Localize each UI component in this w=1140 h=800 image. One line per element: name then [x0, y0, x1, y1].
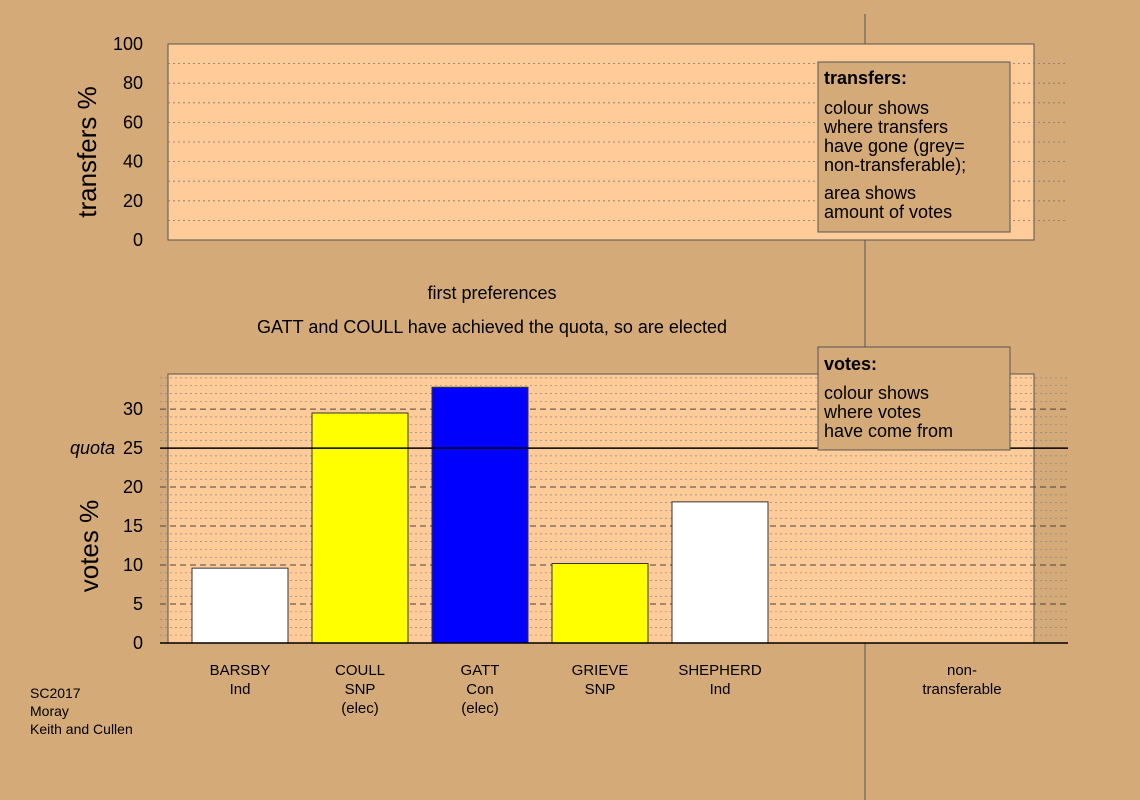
votes-legend-line: colour shows — [824, 383, 929, 403]
votes-panel: 0 5 10 15 20 25 30 quota votes % BARSBY Ind COUL… — [70, 346, 1068, 717]
transfers-legend-line: colour shows — [824, 98, 929, 118]
transfers-legend-heading: transfers: — [824, 68, 907, 88]
quota-label: quota — [70, 438, 115, 458]
votes-y-tick-label: 10 — [123, 555, 143, 575]
transfers-legend-line: area shows — [824, 183, 916, 203]
transfers-legend-line: non-transferable); — [824, 155, 966, 175]
votes-legend: votes: colour shows where votes have com… — [817, 346, 1011, 451]
corner-info-line: SC2017 — [30, 685, 81, 701]
votes-y-axis-label: votes % — [74, 500, 104, 593]
candidate-label: (elec) — [341, 700, 379, 717]
votes-y-ticks: 0 5 10 15 20 25 30 — [123, 399, 143, 653]
candidate-label: (elec) — [461, 700, 499, 717]
candidate-label: Ind — [230, 681, 251, 698]
candidate-label: Ind — [710, 681, 731, 698]
transfers-y-tick-label: 100 — [113, 34, 143, 54]
candidate-label: SNP — [585, 681, 616, 698]
votes-y-tick-label: 15 — [123, 516, 143, 536]
candidate-label: SHEPHERD — [678, 662, 762, 679]
stage-caption: first preferences — [427, 283, 556, 303]
candidate-label: BARSBY — [210, 662, 271, 679]
vote-bar-shepherd — [671, 501, 769, 644]
nontransferable-label: transferable — [922, 681, 1001, 698]
votes-bars — [191, 386, 769, 644]
votes-y-tick-label: 0 — [133, 633, 143, 653]
vote-bar-grieve — [551, 562, 649, 644]
transfers-panel: 0 20 40 60 80 100 transfers % transfers: colo… — [72, 34, 1068, 250]
nontransferable-label: non- — [947, 662, 977, 679]
transfers-y-tick-label: 40 — [123, 152, 143, 172]
transfers-y-tick-label: 60 — [123, 112, 143, 132]
vote-bar-coull — [311, 412, 409, 644]
votes-legend-line: have come from — [824, 421, 953, 441]
candidate-label: Con — [466, 681, 494, 698]
corner-info-line: Keith and Cullen — [30, 721, 133, 737]
transfers-legend-line: have gone (grey= — [824, 136, 965, 156]
vote-bar-barsby — [191, 567, 289, 644]
transfers-y-tick-label: 80 — [123, 73, 143, 93]
transfers-legend-line: where transfers — [823, 117, 948, 137]
transfers-legend: transfers: colour shows where transfers … — [817, 61, 1011, 233]
candidate-labels: BARSBY Ind COULL SNP (elec) GATT Con (elec) GRIE… — [210, 662, 762, 717]
candidate-label: COULL — [335, 662, 385, 679]
corner-info-line: Moray — [30, 703, 69, 719]
vote-bar-gatt — [431, 386, 529, 644]
transfers-y-tick-label: 0 — [133, 230, 143, 250]
votes-y-tick-label: 5 — [133, 594, 143, 614]
votes-y-tick-label: 25 — [123, 438, 143, 458]
status-caption: GATT and COULL have achieved the quota, … — [257, 317, 727, 337]
candidate-label: GRIEVE — [572, 662, 629, 679]
votes-legend-line: where votes — [823, 402, 921, 422]
transfers-y-tick-label: 20 — [123, 191, 143, 211]
transfers-y-ticks: 0 20 40 60 80 100 — [113, 34, 143, 250]
candidate-label: SNP — [345, 681, 376, 698]
votes-y-tick-label: 20 — [123, 477, 143, 497]
votes-legend-heading: votes: — [824, 354, 877, 374]
transfers-y-axis-label: transfers % — [72, 86, 102, 218]
transfers-legend-line: amount of votes — [824, 202, 952, 222]
candidate-label: GATT — [461, 662, 500, 679]
votes-y-tick-label: 30 — [123, 399, 143, 419]
